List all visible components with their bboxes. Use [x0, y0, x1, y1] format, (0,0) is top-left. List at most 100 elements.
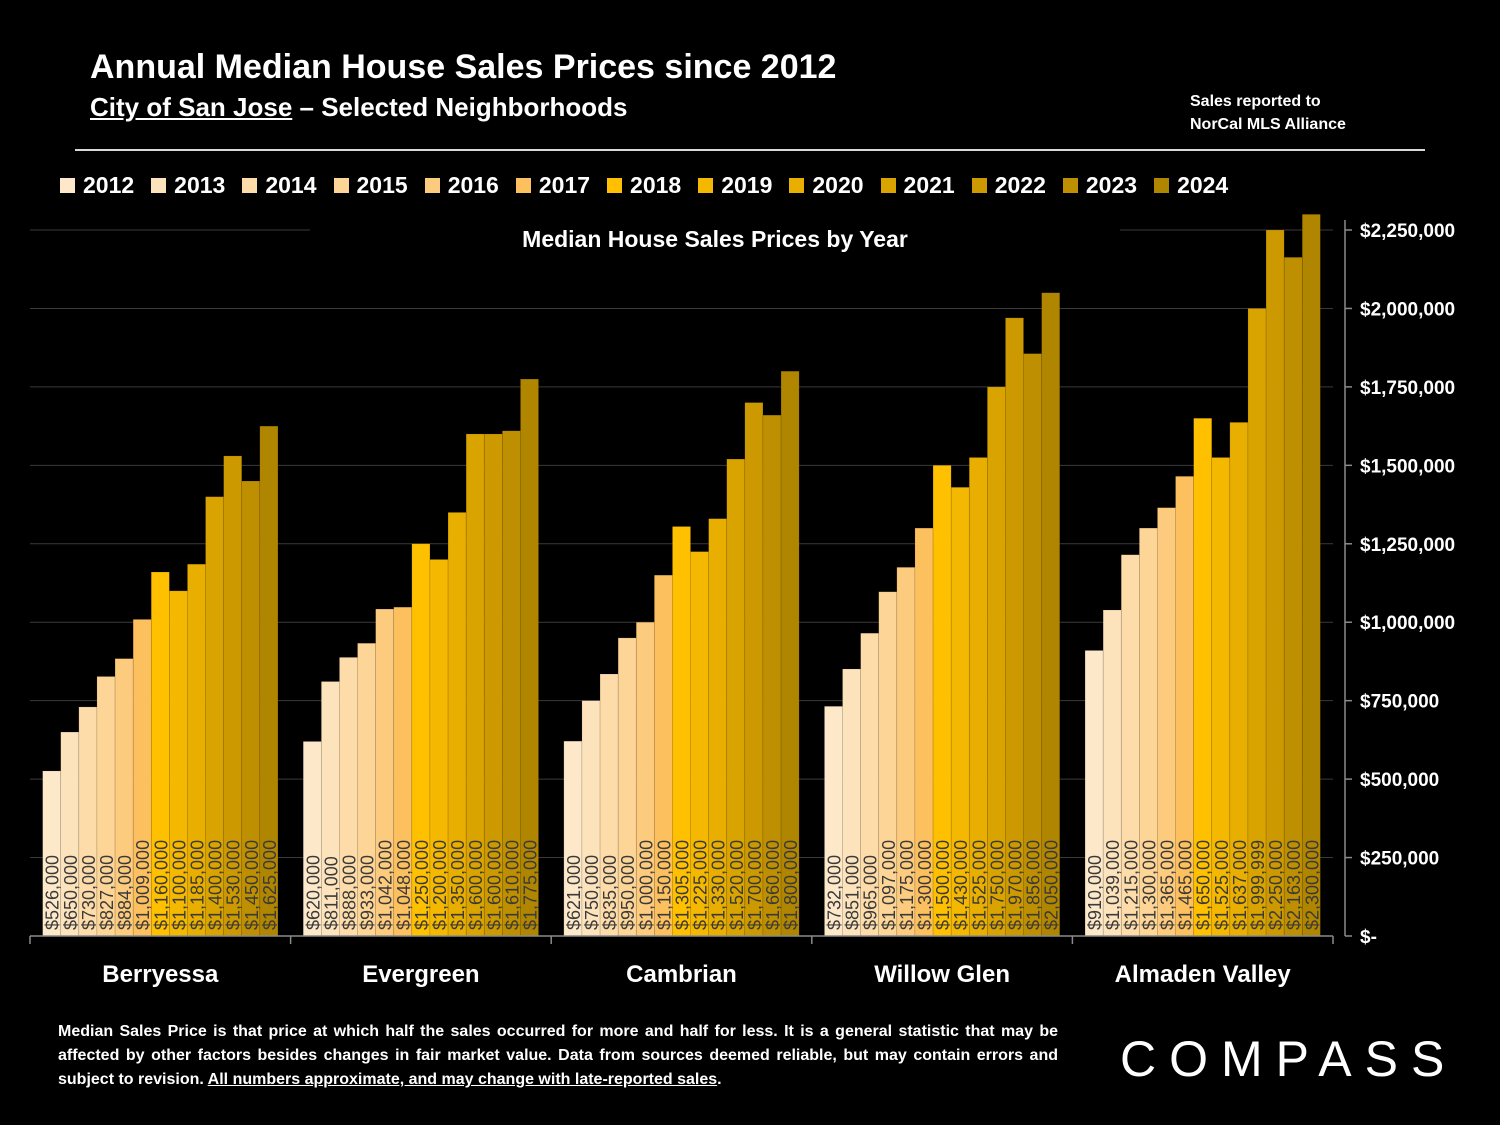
legend-label: 2020: [812, 172, 864, 198]
legend-item-2017: 2017: [515, 172, 591, 199]
legend-swatch: [789, 178, 805, 193]
data-label: $933,000: [358, 855, 378, 930]
legend-label: 2015: [356, 172, 408, 198]
data-label: $827,000: [97, 855, 117, 930]
data-label: $1,650,000: [1194, 840, 1214, 930]
data-label: $1,160,000: [151, 840, 171, 930]
data-label: $1,625,000: [260, 840, 280, 930]
legend-item-2013: 2013: [151, 172, 225, 199]
legend-swatch: [971, 178, 987, 193]
bar-almaden-valley-2022: [1265, 229, 1285, 937]
data-label: $1,000,000: [636, 840, 656, 930]
data-label: $1,048,000: [394, 840, 414, 930]
data-label: $1,525,000: [1212, 840, 1232, 930]
data-label: $2,050,000: [1042, 840, 1062, 930]
legend-label: 2022: [994, 172, 1046, 198]
data-label: $851,000: [843, 855, 863, 930]
data-label: $1,100,000: [169, 840, 189, 930]
legend-item-2015: 2015: [333, 172, 408, 199]
source-line-1: Sales reported to: [1190, 93, 1321, 110]
data-label: $1,970,000: [1006, 840, 1026, 930]
legend-swatch: [333, 178, 349, 193]
legend-swatch: [1062, 178, 1078, 193]
y-tick-label: $500,000: [1360, 770, 1439, 791]
data-label: $1,150,000: [654, 840, 674, 930]
legend-label: 2017: [538, 172, 591, 198]
data-label: $1,305,000: [673, 840, 693, 930]
data-label: $1,330,000: [709, 840, 729, 930]
data-label: $1,637,000: [1230, 840, 1250, 930]
legend-swatch: [698, 178, 714, 193]
data-label: $1,250,000: [412, 840, 432, 930]
data-label: $1,042,000: [376, 840, 396, 930]
data-label: $910,000: [1085, 855, 1105, 930]
category-label: Cambrian: [626, 961, 737, 988]
y-tick-label: $750,000: [1360, 692, 1439, 713]
legend-label: 2021: [903, 172, 955, 198]
legend-label: 2023: [1085, 172, 1138, 198]
legend-item-2022: 2022: [971, 172, 1046, 199]
data-label: $1,185,000: [188, 840, 208, 930]
data-label: $811,000: [321, 856, 341, 930]
y-tick-label: $1,500,000: [1360, 456, 1455, 477]
data-label: $1,175,000: [897, 840, 917, 930]
legend-item-2023: 2023: [1062, 172, 1138, 199]
category-label: Evergreen: [362, 961, 479, 988]
data-label: $1,999,999: [1248, 840, 1268, 930]
data-label: $1,775,000: [521, 840, 541, 930]
footnote: Median Sales Price is that price at whic…: [58, 1020, 1058, 1092]
y-tick-label: $1,750,000: [1360, 378, 1455, 399]
page-title: Annual Median House Sales Prices since 2…: [90, 48, 837, 86]
subtitle-city: City of San Jose: [90, 92, 293, 122]
legend-item-2021: 2021: [880, 172, 955, 199]
data-label: $2,300,000: [1302, 840, 1322, 930]
source-note: Sales reported to NorCal MLS Alliance: [1190, 90, 1346, 136]
data-label: $1,800,000: [781, 840, 801, 930]
data-label: $1,610,000: [502, 840, 522, 930]
data-label: $1,009,000: [133, 840, 153, 930]
data-label: $1,215,000: [1121, 840, 1141, 930]
data-label: $1,750,000: [987, 840, 1007, 930]
legend-label: 2024: [1177, 172, 1229, 198]
legend-label: 2012: [83, 172, 135, 198]
y-tick-label: $2,000,000: [1360, 299, 1455, 320]
header-divider: [75, 149, 1425, 151]
data-label: $1,530,000: [224, 840, 244, 930]
data-label: $650,000: [61, 855, 81, 930]
data-label: $1,700,000: [745, 840, 765, 930]
page-subtitle: City of San Jose – Selected Neighborhood…: [90, 92, 627, 123]
compass-logo: COMPASS: [1120, 1031, 1458, 1087]
category-label: Almaden Valley: [1115, 961, 1292, 988]
legend-swatch: [424, 178, 440, 193]
legend-swatch: [242, 178, 258, 193]
data-label: $884,000: [115, 855, 135, 930]
data-label: $835,000: [600, 855, 620, 930]
footnote-disclaimer: All numbers approximate, and may change …: [207, 1071, 718, 1088]
data-label: $1,300,000: [915, 840, 935, 930]
data-label: $1,200,000: [430, 840, 450, 930]
footnote-end: .: [717, 1071, 722, 1088]
footnote-text: Median Sales Price is that price at whic…: [58, 1023, 1058, 1088]
legend-label: 2018: [630, 172, 682, 198]
data-label: $620,000: [303, 855, 323, 930]
data-label: $1,520,000: [727, 840, 747, 930]
data-label: $1,450,000: [242, 840, 262, 930]
legend-item-2024: 2024: [1154, 172, 1228, 199]
data-label: $1,600,000: [466, 840, 486, 930]
data-label: $1,097,000: [879, 840, 899, 930]
data-label: $1,660,000: [763, 840, 783, 930]
data-label: $730,000: [79, 855, 99, 930]
legend-label: 2014: [265, 172, 317, 198]
data-label: $1,400,000: [206, 840, 226, 930]
legend-item-2014: 2014: [242, 172, 317, 199]
legend-label: 2016: [447, 172, 499, 198]
source-line-2: NorCal MLS Alliance: [1190, 116, 1346, 133]
data-label: $621,000: [564, 855, 584, 930]
data-label: $1,856,000: [1024, 840, 1044, 930]
data-label: $1,039,000: [1103, 840, 1123, 930]
legend-item-2020: 2020: [789, 172, 864, 199]
data-label: $1,500,000: [933, 840, 953, 930]
legend-swatch: [60, 178, 75, 193]
chart-title: Median House Sales Prices by Year: [522, 226, 908, 252]
